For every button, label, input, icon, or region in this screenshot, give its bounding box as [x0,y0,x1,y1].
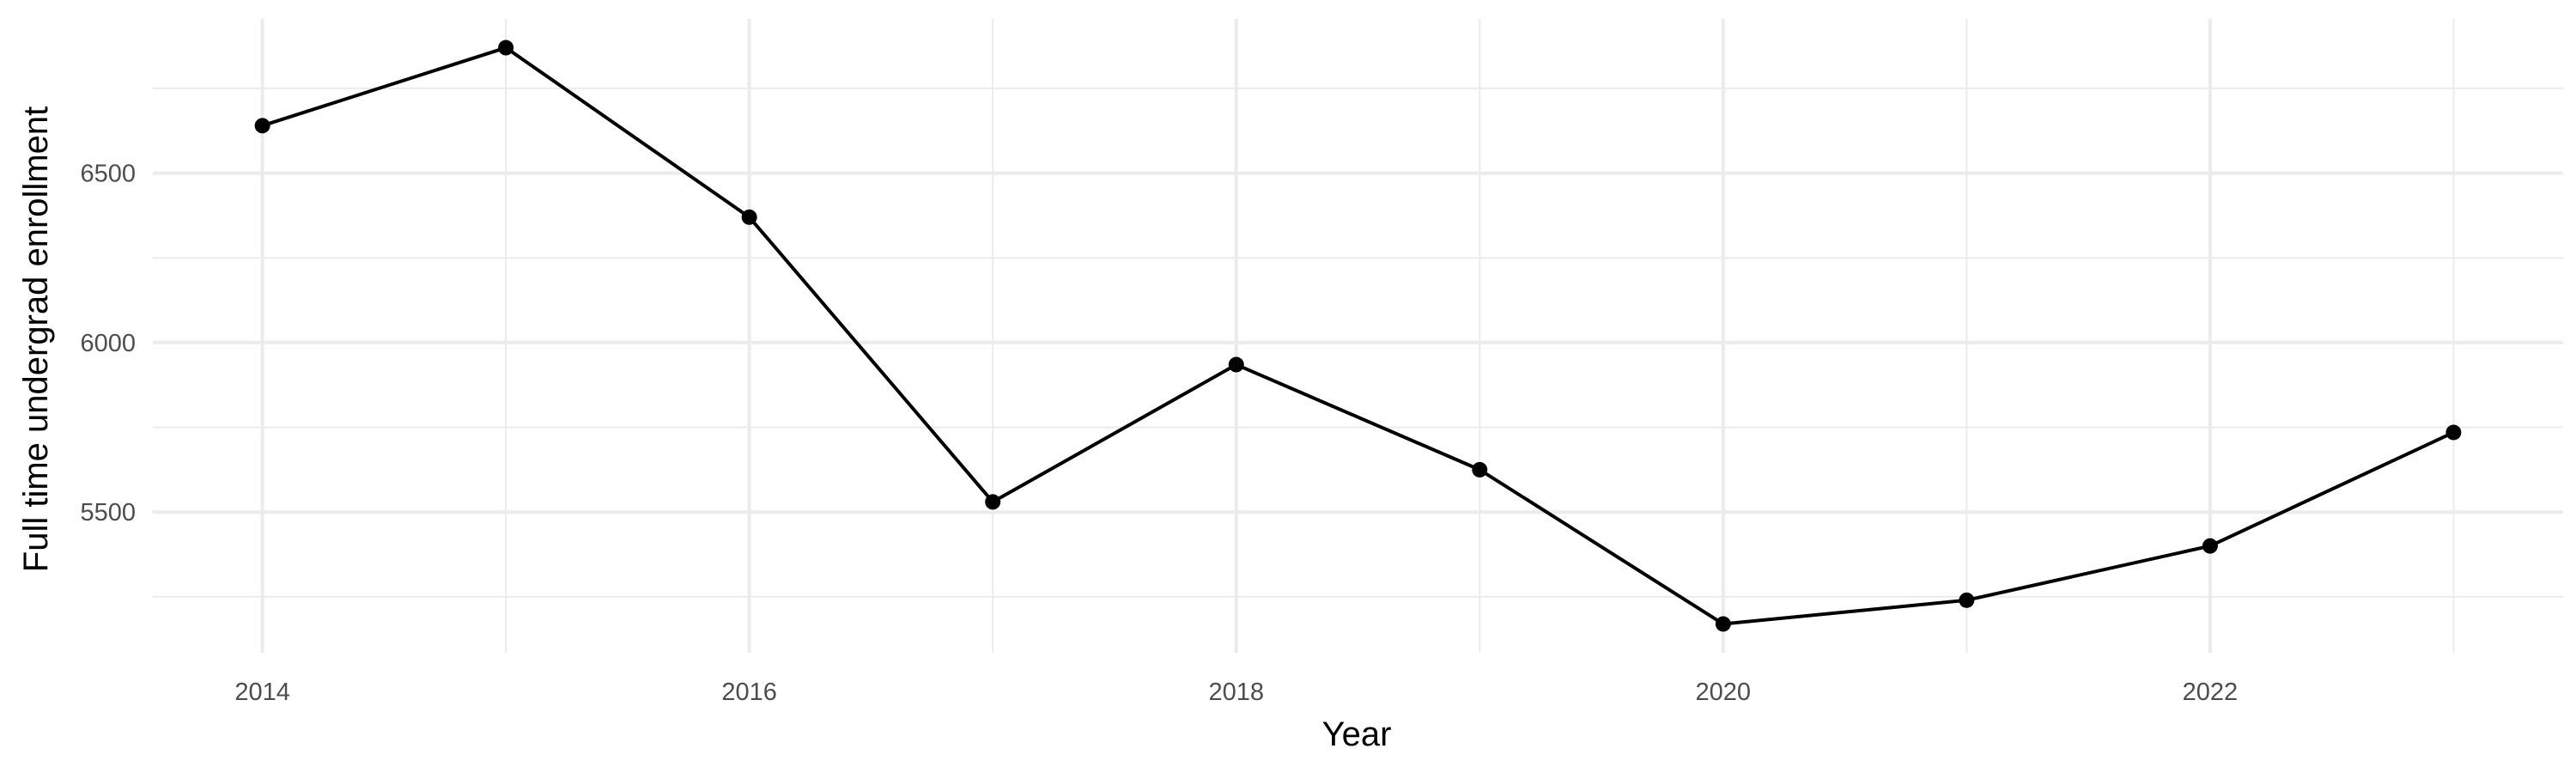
data-point [1228,356,1244,373]
data-point [254,118,270,134]
y-tick-label: 6500 [80,161,136,188]
minor-gridlines [153,19,2563,653]
data-point [2202,538,2218,554]
data-point [1472,461,1488,478]
x-axis-ticks: 2014 2016 2018 2020 2022 [234,679,2238,706]
data-point [1715,616,1731,632]
data-point [2445,424,2462,441]
major-gridlines [153,19,2563,653]
x-tick-label: 2022 [2183,679,2239,706]
y-tick-label: 5500 [80,499,136,526]
x-axis-title: Year [1322,715,1392,753]
y-tick-label: 6000 [80,330,136,357]
y-axis-title: Full time undergrad enrollment [17,107,55,572]
points-layer [254,40,2462,632]
x-tick-label: 2016 [721,679,777,706]
y-axis-ticks: 5500 6000 6500 [80,161,136,527]
data-point [741,209,757,225]
x-tick-label: 2018 [1208,679,1264,706]
x-tick-label: 2014 [234,679,290,706]
x-tick-label: 2020 [1696,679,1752,706]
data-point [1959,592,1975,608]
data-point [985,494,1001,510]
series-layer [261,46,2455,626]
data-point [498,40,514,56]
series-line [261,46,2455,626]
